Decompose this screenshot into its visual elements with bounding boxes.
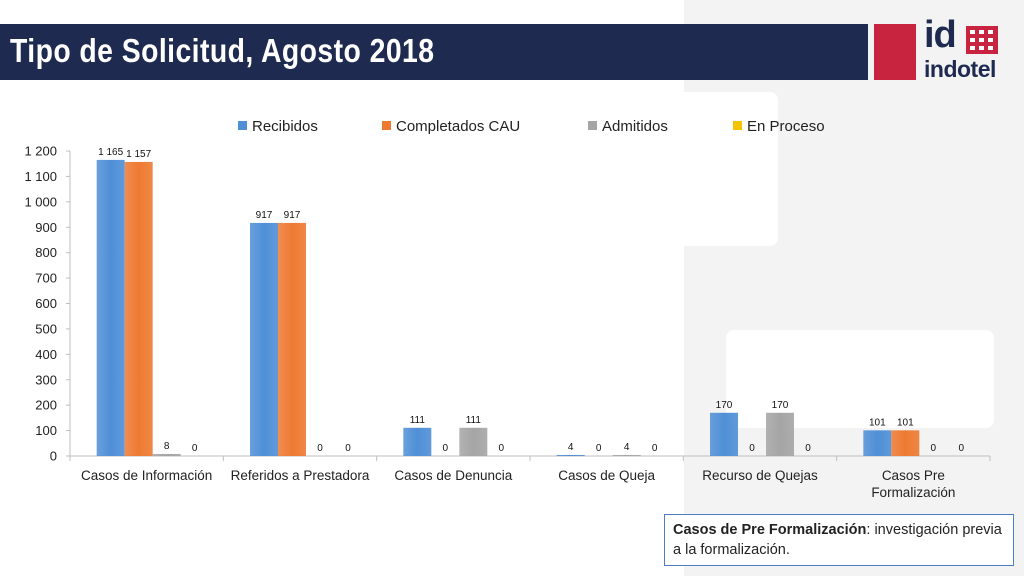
logo-grid-icon: [966, 26, 998, 54]
legend-swatch: [382, 121, 391, 130]
data-label: 4: [624, 442, 630, 453]
data-label: 0: [652, 443, 658, 454]
data-label: 111: [466, 415, 482, 426]
logo-mark: id: [924, 14, 957, 56]
y-tick-label: 700: [35, 271, 57, 286]
bar-recibidos: [863, 430, 892, 456]
note-term: Casos de Pre Formalización: [673, 522, 867, 538]
data-label: 0: [317, 443, 323, 454]
data-label: 0: [959, 443, 965, 454]
legend-swatch: [238, 121, 247, 130]
title-bar: Tipo de Solicitud, Agosto 2018: [0, 24, 868, 80]
background-block: [620, 92, 778, 246]
data-label: 917: [256, 210, 273, 221]
data-label: 111: [410, 415, 426, 426]
data-label: 8: [164, 441, 170, 452]
y-tick-label: 600: [35, 296, 57, 311]
y-tick-label: 1 000: [24, 194, 57, 209]
logo-red-block: [874, 24, 916, 80]
data-label: 0: [805, 443, 811, 454]
bar-admitidos: [152, 453, 181, 456]
page-title: Tipo de Solicitud, Agosto 2018: [10, 32, 435, 69]
y-tick-label: 800: [35, 245, 57, 260]
data-label: 0: [345, 443, 351, 454]
bar-admitidos: [459, 427, 488, 456]
bar-recibidos: [556, 454, 585, 456]
data-label: 0: [749, 443, 755, 454]
data-label: 170: [772, 400, 789, 411]
y-tick-label: 100: [35, 423, 57, 438]
data-label: 0: [192, 443, 198, 454]
bar-recibidos: [403, 427, 432, 456]
bar-completados-cau: [891, 430, 920, 456]
legend-label: En Proceso: [747, 118, 825, 135]
bar-completados-cau: [278, 222, 306, 456]
y-tick-label: 400: [35, 347, 57, 362]
x-category-label: Casos de Denuncia: [394, 468, 512, 483]
data-label: 4: [568, 442, 574, 453]
indotel-logo: id indotel: [874, 14, 1004, 88]
data-label: 170: [716, 400, 733, 411]
data-label: 0: [499, 443, 505, 454]
data-label: 1 165: [98, 147, 123, 158]
y-tick-label: 500: [35, 321, 57, 336]
bar-recibidos: [96, 159, 125, 457]
note-definition: : investigación previa a la formalizació…: [673, 522, 1002, 558]
x-category-label: Recurso de Quejas: [702, 468, 818, 483]
y-tick-label: 300: [35, 372, 57, 387]
y-tick-label: 200: [35, 398, 57, 413]
y-tick-label: 0: [50, 449, 57, 464]
x-category-label: Referidos a Prestadora: [231, 468, 370, 483]
data-label: 0: [931, 443, 937, 454]
data-label: 101: [869, 417, 886, 428]
bar-admitidos: [612, 454, 641, 456]
x-category-label: Casos Pre: [882, 468, 945, 483]
y-tick-label: 1 200: [24, 144, 57, 159]
x-category-label: Formalización: [871, 485, 955, 500]
data-label: 917: [284, 210, 301, 221]
legend-swatch: [588, 121, 597, 130]
y-tick-label: 1 100: [24, 169, 57, 184]
y-tick-label: 900: [35, 220, 57, 235]
data-label: 101: [897, 417, 914, 428]
data-label: 1 157: [126, 149, 151, 160]
bar-recibidos: [710, 412, 738, 456]
bar-recibidos: [250, 222, 278, 456]
legend-swatch: [733, 121, 742, 130]
legend-label: Completados CAU: [396, 118, 520, 135]
legend-label: Admitidos: [602, 118, 668, 135]
x-category-label: Casos de Información: [81, 468, 212, 483]
logo-wordmark: indotel: [924, 56, 996, 82]
data-label: 0: [443, 443, 449, 454]
bar-admitidos: [766, 412, 794, 456]
background-block: [726, 330, 994, 428]
bar-completados-cau: [124, 161, 153, 456]
definition-note: Casos de Pre Formalización: investigació…: [664, 514, 1014, 566]
legend-label: Recibidos: [252, 118, 318, 135]
x-category-label: Casos de Queja: [558, 468, 655, 483]
data-label: 0: [596, 443, 602, 454]
